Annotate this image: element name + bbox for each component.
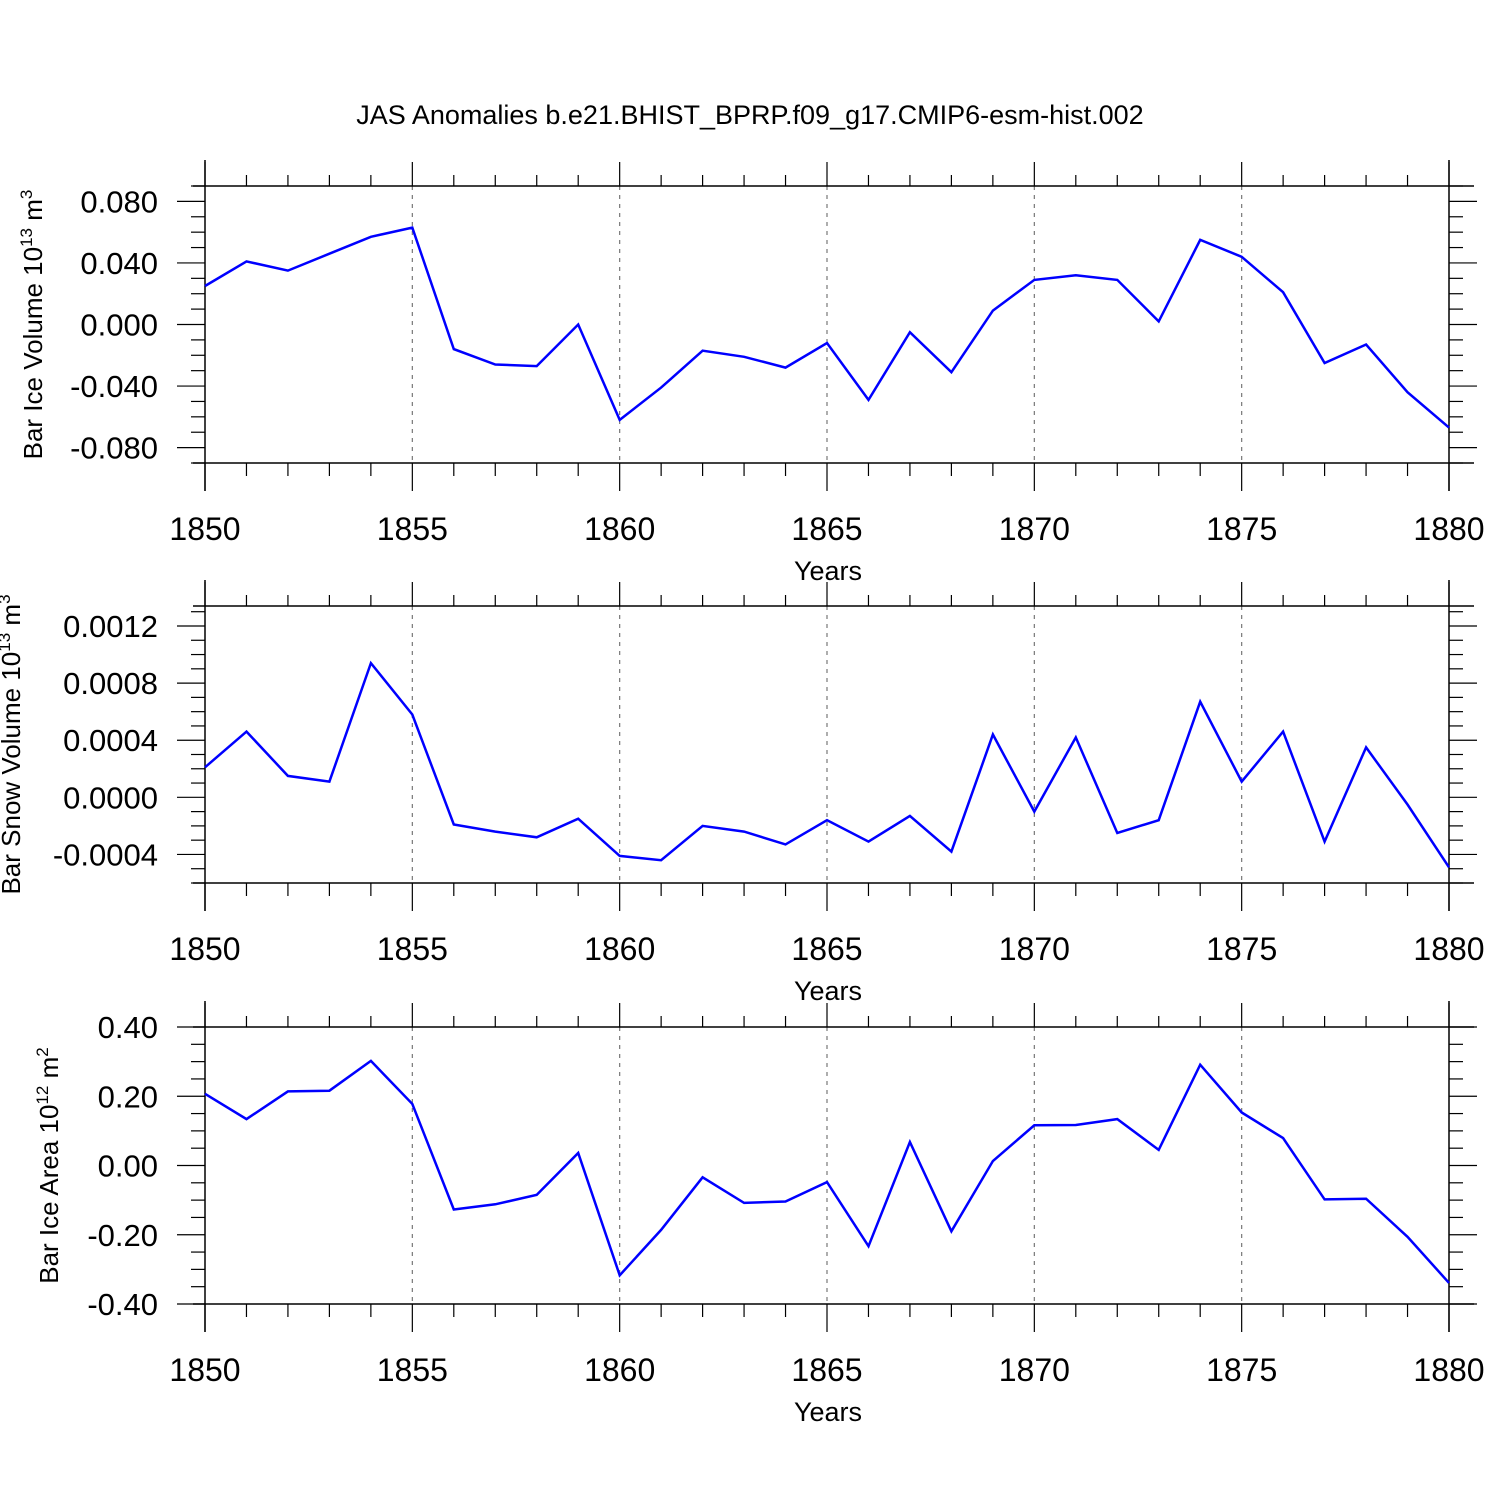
y-tick-label: 0.080 <box>80 184 158 219</box>
panel-2: 1850 1855 1860 1865 1870 1875 1880 -0.0004 0.000… <box>0 580 1485 1006</box>
x-tick-label: 1865 <box>791 931 862 967</box>
y-tick-label: 0.0000 <box>63 780 158 815</box>
y-tick-label: -0.0004 <box>53 837 158 872</box>
x-tick-label: 1860 <box>584 1352 655 1388</box>
y-tick-label: -0.20 <box>87 1218 158 1253</box>
y-axis-label: Bar Ice Volume 1013 m3 <box>17 190 48 460</box>
y-tick-label: -0.080 <box>70 431 158 466</box>
x-tick-label: 1855 <box>377 1352 448 1388</box>
x-tick-label: 1860 <box>584 511 655 547</box>
y-tick-label: 0.000 <box>80 308 158 343</box>
x-axis-label: Years <box>794 556 862 586</box>
x-axis-label: Years <box>794 1397 862 1427</box>
y-tick-label: 0.0012 <box>63 609 158 644</box>
x-tick-label: 1870 <box>999 511 1070 547</box>
x-tick-label: 1870 <box>999 1352 1070 1388</box>
panel-1: 1850 1855 1860 1865 1870 1875 1880 -0.080 -0.040… <box>17 160 1485 586</box>
x-tick-label: 1880 <box>1413 931 1484 967</box>
y-axis-label: Bar Ice Area 1012 m2 <box>33 1047 64 1284</box>
x-tick-label: 1865 <box>791 511 862 547</box>
y-tick-label: -0.040 <box>70 369 158 404</box>
x-tick-label: 1875 <box>1206 511 1277 547</box>
x-tick-label: 1870 <box>999 931 1070 967</box>
y-tick-label: 0.0004 <box>63 723 158 758</box>
panel-3: 1850 1855 1860 1865 1870 1875 1880 -0.40 -0.20 0.… <box>33 1001 1485 1427</box>
x-tick-label: 1880 <box>1413 511 1484 547</box>
series-line <box>204 660 1451 868</box>
x-axis-label: Years <box>794 976 862 1006</box>
x-tick-label: 1850 <box>169 1352 240 1388</box>
x-tick-label: 1865 <box>791 1352 862 1388</box>
y-tick-label: 0.40 <box>98 1010 158 1045</box>
y-tick-label: 0.040 <box>80 246 158 281</box>
y-axis-label: Bar Snow Volume 1013 m3 <box>0 594 26 894</box>
y-tick-label: 0.20 <box>98 1079 158 1114</box>
y-tick-label: 0.00 <box>98 1149 158 1184</box>
series-line <box>204 226 1450 429</box>
x-tick-label: 1875 <box>1206 931 1277 967</box>
x-tick-label: 1855 <box>377 931 448 967</box>
series-line <box>204 1059 1450 1284</box>
x-tick-label: 1860 <box>584 931 655 967</box>
y-tick-label: -0.40 <box>87 1287 158 1322</box>
y-tick-label: 0.0008 <box>63 666 158 701</box>
x-tick-label: 1850 <box>169 511 240 547</box>
x-tick-label: 1850 <box>169 931 240 967</box>
panels: 1850 1855 1860 1865 1870 1875 1880 -0.080 -0.040… <box>0 160 1485 1427</box>
x-tick-label: 1855 <box>377 511 448 547</box>
chart-title: JAS Anomalies b.e21.BHIST_BPRP.f09_g17.C… <box>356 100 1143 130</box>
x-tick-label: 1880 <box>1413 1352 1484 1388</box>
x-tick-label: 1875 <box>1206 1352 1277 1388</box>
